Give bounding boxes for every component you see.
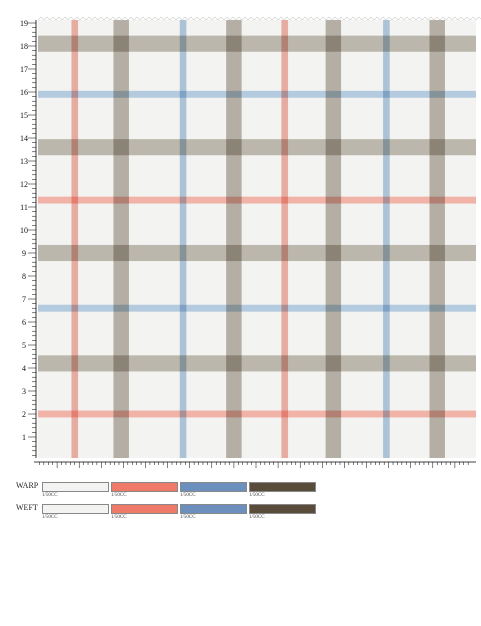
weft-stripe [38, 410, 476, 418]
legend-row-label: WARP [16, 481, 39, 490]
x-tick-label: 14 [340, 469, 348, 470]
y-tick-label: 5 [22, 341, 26, 350]
y-tick-label: 4 [22, 364, 26, 373]
y-tick-label: 1 [22, 433, 26, 442]
x-tick-label: 6 [166, 469, 170, 470]
yarn-color-swatch [249, 504, 316, 514]
weft-stripe [38, 139, 476, 156]
warp-stripe [71, 20, 79, 458]
yarn-color-swatch [111, 504, 178, 514]
y-tick-label: 6 [22, 318, 26, 327]
yarn-count-caption: 1/50CC [42, 493, 58, 498]
y-tick-label: 19 [20, 19, 28, 28]
weft-stripe [38, 90, 476, 98]
legend-row-label: WEFT [16, 503, 38, 512]
weft-stripe [38, 196, 476, 204]
yarn-color-swatch [180, 504, 247, 514]
yarn-count-caption: 1/50CC [111, 515, 127, 520]
fabric-edge [37, 16, 481, 21]
warp-stripe [325, 20, 342, 458]
x-tick-label: 10 [252, 469, 260, 470]
y-tick-label: 3 [22, 387, 26, 396]
x-tick-label: 17 [407, 469, 415, 470]
warp-stripe [113, 20, 129, 458]
x-tick-label: 3 [99, 469, 103, 470]
weft-stripe [38, 304, 476, 312]
y-tick-label: 10 [20, 226, 28, 235]
x-tick-label: 16 [385, 469, 393, 470]
y-tick-label: 7 [22, 295, 26, 304]
yarn-color-swatch [249, 482, 316, 492]
y-tick-label: 8 [22, 272, 26, 281]
weft-stripe [38, 244, 476, 262]
y-tick-label: 18 [20, 42, 28, 51]
yarn-count-caption: 1/50CC [42, 515, 58, 520]
warp-stripe [429, 20, 445, 458]
x-tick-label: 5 [144, 469, 148, 470]
yarn-count-caption: 1/50CC [180, 515, 196, 520]
fabric-background [38, 20, 476, 458]
warp-stripe [281, 20, 289, 458]
yarn-color-swatch [42, 504, 109, 514]
x-tick-label: 15 [363, 469, 371, 470]
x-tick-label: 11 [274, 469, 282, 470]
y-tick-label: 13 [20, 157, 28, 166]
x-tick-label: 8 [210, 469, 214, 470]
weft-stripe [38, 35, 476, 52]
warp-stripe [179, 20, 187, 458]
x-tick-label: 2 [77, 469, 81, 470]
x-tick-label: 7 [188, 469, 192, 470]
y-tick-label: 14 [20, 134, 28, 143]
yarn-count-caption: 1/50CC [180, 493, 196, 498]
x-tick-label: 4 [121, 469, 125, 470]
x-tick-label: 12 [296, 469, 304, 470]
x-tick-label: 1 [55, 469, 59, 470]
x-tick-label: 13 [318, 469, 326, 470]
y-tick-label: 2 [22, 410, 26, 419]
y-tick-label: 11 [20, 203, 28, 212]
warp-stripe [226, 20, 242, 458]
weft-stripe [38, 355, 476, 372]
yarn-count-caption: 1/50CC [111, 493, 127, 498]
y-tick-label: 15 [20, 111, 28, 120]
y-tick-label: 12 [20, 180, 28, 189]
fabric-swatch [37, 16, 481, 458]
x-tick-label: 9 [232, 469, 236, 470]
x-tick-label: 18 [429, 469, 437, 470]
y-tick-label: 16 [20, 88, 28, 97]
yarn-color-swatch [111, 482, 178, 492]
x-tick-label: 19 [451, 469, 459, 470]
yarn-color-swatch [42, 482, 109, 492]
yarn-count-caption: 1/50CC [249, 493, 265, 498]
y-tick-label: 9 [22, 249, 26, 258]
y-tick-label: 17 [20, 65, 28, 74]
yarn-count-caption: 1/50CC [249, 515, 265, 520]
warp-stripe [383, 20, 390, 458]
yarn-color-swatch [180, 482, 247, 492]
